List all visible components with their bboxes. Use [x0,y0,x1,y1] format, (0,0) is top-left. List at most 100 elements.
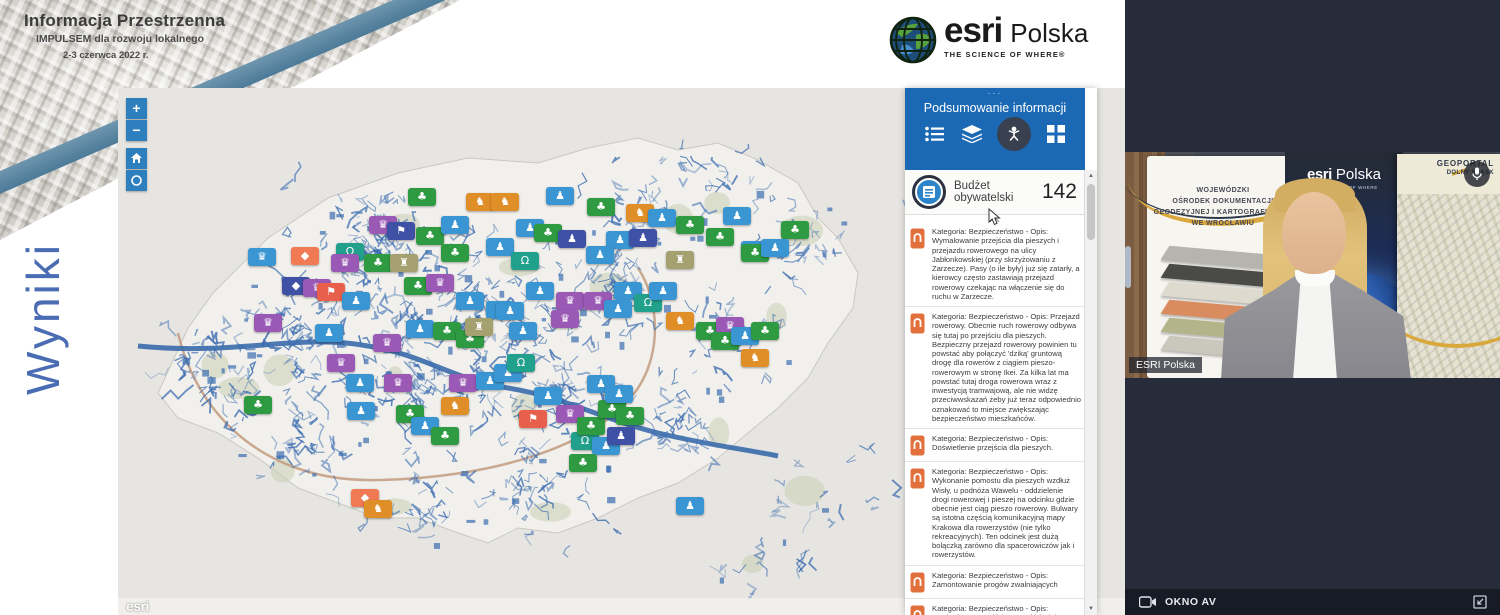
map-marker-trophy[interactable]: ♛ [384,374,412,392]
map-marker-flag[interactable]: ⚑ [519,410,547,428]
map-marker-person[interactable]: ♟ [607,427,635,445]
map-marker-person[interactable]: ♟ [676,497,704,515]
summary-count: 142 [1041,180,1077,203]
map-marker-tree[interactable]: ♣ [441,244,469,262]
map-marker-animal[interactable]: ♞ [741,349,769,367]
map-marker-tree[interactable]: ♣ [587,198,615,216]
tab-layers[interactable] [960,122,984,146]
map-marker-person[interactable]: ♟ [406,320,434,338]
map-marker-person[interactable]: ♟ [441,216,469,234]
speaker-collar [1295,270,1335,286]
map-marker-person[interactable]: ♟ [649,282,677,300]
logo-region: Polska [1010,18,1089,48]
map-marker-tree[interactable]: ♣ [408,188,436,206]
sidebar-scroll-thumb[interactable] [1125,246,1131,288]
map-marker-person[interactable]: ♟ [346,374,374,392]
map-marker-person[interactable]: ♟ [761,239,789,257]
map-marker-person[interactable]: ♟ [546,187,574,205]
map-marker-animal[interactable]: ♞ [466,193,494,211]
map-marker-tree[interactable]: ♣ [431,427,459,445]
tab-share-selected[interactable] [996,117,1031,151]
popout-icon[interactable] [1472,594,1488,610]
scroll-up-icon[interactable]: ▲ [1088,173,1094,179]
webcam-video[interactable]: WOJEWÓDZKI OŚRODEK DOKUMENTACJI GEODEZYJNE… [1125,152,1500,378]
map-marker-animal[interactable]: ♞ [666,312,694,330]
map-marker-shield[interactable]: ◆ [291,247,319,265]
map-marker-person[interactable]: ♟ [586,246,614,264]
map-marker-person[interactable]: ♟ [526,282,554,300]
map-marker-trophy[interactable]: ♛ [426,274,454,292]
map-marker-animal[interactable]: ♞ [364,500,392,518]
map-marker-tree[interactable]: ♣ [404,277,432,295]
map-marker-person[interactable]: ♟ [629,229,657,247]
summary-row[interactable]: Budżet obywatelski 142 [905,170,1085,215]
map-marker-animal[interactable]: ♞ [491,193,519,211]
tab-legend[interactable] [923,122,947,146]
map-marker-trophy[interactable]: ♛ [449,374,477,392]
map-marker-trophy[interactable]: ♛ [248,248,276,266]
map-marker-flag[interactable]: ⚑ [317,283,345,301]
feature-item-icon [910,435,925,456]
map-marker-person[interactable]: ♟ [534,387,562,405]
scroll-thumb[interactable] [1087,184,1095,240]
map-marker-tree[interactable]: ♣ [416,227,444,245]
map-marker-animal[interactable]: ♞ [626,204,654,222]
map-marker-person[interactable]: ♟ [315,324,343,342]
panel-scrollbar[interactable]: ▲ ▼ [1084,170,1097,615]
map-marker-tree[interactable]: ♣ [706,228,734,246]
home-button[interactable] [126,148,147,169]
zoom-in-button[interactable]: + [126,98,147,119]
esri-globe-icon [889,16,937,64]
map-marker-trophy[interactable]: ♛ [254,314,282,332]
map-marker-tree[interactable]: ♣ [577,417,605,435]
map-marker-tree[interactable]: ♣ [676,216,704,234]
map-marker-bank[interactable]: ♜ [465,318,493,336]
map-marker-person[interactable]: ♟ [648,209,676,227]
locate-button[interactable] [126,170,147,191]
map-marker-tree[interactable]: ♣ [751,322,779,340]
list-item[interactable]: Kategoria: Bezpieczeństwo - Opis: Doświe… [905,429,1085,462]
map-marker-lock[interactable]: Ω [511,252,539,270]
map-marker-person[interactable]: ♟ [347,402,375,420]
map-marker-tree[interactable]: ♣ [781,221,809,239]
attribution-bar: esri [118,598,1125,615]
map-marker-animal[interactable]: ♞ [441,397,469,415]
map-marker-tree[interactable]: ♣ [433,322,461,340]
map-marker-trophy[interactable]: ♛ [551,310,579,328]
map-marker-person[interactable]: ♟ [723,207,751,225]
map-marker-person[interactable]: ♟ [342,292,370,310]
map-marker-lock[interactable]: Ω [507,354,535,372]
map-marker-trophy[interactable]: ♛ [373,334,401,352]
panel-menu-dots[interactable]: ··· [987,88,1003,98]
map-marker-bank[interactable]: ♜ [390,254,418,272]
map-marker-person[interactable]: ♟ [456,292,484,310]
map-marker-tree[interactable]: ♣ [616,407,644,425]
zoom-out-button[interactable]: − [126,120,147,141]
map-marker-tree[interactable]: ♣ [364,254,392,272]
list-item[interactable]: Kategoria: Bezpieczeństwo - Opis: Wykona… [905,462,1085,566]
list-item[interactable]: Kategoria: Bezpieczeństwo - Opis: Zamont… [905,565,1085,599]
map-marker-flag[interactable]: ⚑ [387,222,415,240]
map-marker-tree[interactable]: ♣ [244,396,272,414]
map-marker-trophy[interactable]: ♛ [331,254,359,272]
map-marker-person[interactable]: ♟ [509,322,537,340]
map-marker-tree[interactable]: ♣ [569,454,597,472]
map-marker-person[interactable]: ♟ [496,302,524,320]
map-marker-person[interactable]: ♟ [558,230,586,248]
map-marker-tree[interactable]: ♣ [534,224,562,242]
list-item[interactable]: Kategoria: Bezpieczeństwo - Opis: Monito… [905,598,1085,615]
tab-grid[interactable] [1044,122,1068,146]
panel-header: ··· Podsumowanie informacji [905,88,1085,170]
map-marker-trophy[interactable]: ♛ [327,354,355,372]
map-marker-person[interactable]: ♟ [605,385,633,403]
map-marker-bank[interactable]: ♜ [666,251,694,269]
map-marker-person[interactable]: ♟ [604,300,632,318]
map-marker-person[interactable]: ♟ [486,238,514,256]
map-marker-trophy[interactable]: ♛ [556,292,584,310]
map-marker-person[interactable]: ♟ [606,231,634,249]
list-item[interactable]: Kategoria: Bezpieczeństwo - Opis: Wymalo… [905,222,1085,307]
list-item[interactable]: Kategoria: Bezpieczeństwo - Opis: Przeja… [905,307,1085,429]
scroll-down-icon[interactable]: ▼ [1088,606,1094,612]
list-item-text: Kategoria: Bezpieczeństwo - Opis: Monito… [932,603,1062,615]
